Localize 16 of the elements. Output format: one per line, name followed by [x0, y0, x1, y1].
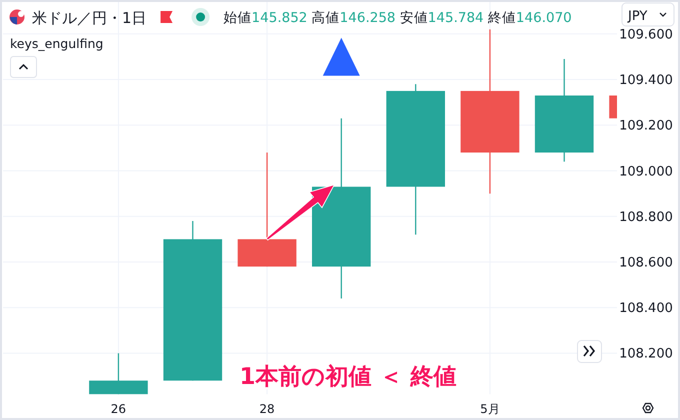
y-tick-label: 108.400: [619, 301, 673, 316]
y-axis-title: JPY: [627, 9, 648, 24]
x-tick-label: 26: [110, 402, 126, 416]
y-tick-label: 109.200: [619, 118, 673, 134]
text: 米ドル／円・1日: [32, 9, 147, 27]
annotation: 1本前の初値 ＜ 終値: [239, 363, 457, 390]
y-tick-label: 108.800: [619, 210, 673, 225]
y-tick-label: 109.400: [619, 73, 673, 88]
x-tick-label: 5月: [480, 402, 500, 416]
x-tick-label: 28: [259, 402, 275, 416]
y-tick-label: 108.200: [619, 346, 673, 362]
y-tick-label: 108.600: [619, 256, 673, 271]
text: 始値145.852 高値146.258 安値145.784 終値146.070: [224, 10, 572, 26]
y-tick-label: 109.600: [619, 27, 673, 42]
annotation: keys_engulfing: [10, 36, 104, 51]
y-tick-label: 109.000: [619, 164, 673, 180]
